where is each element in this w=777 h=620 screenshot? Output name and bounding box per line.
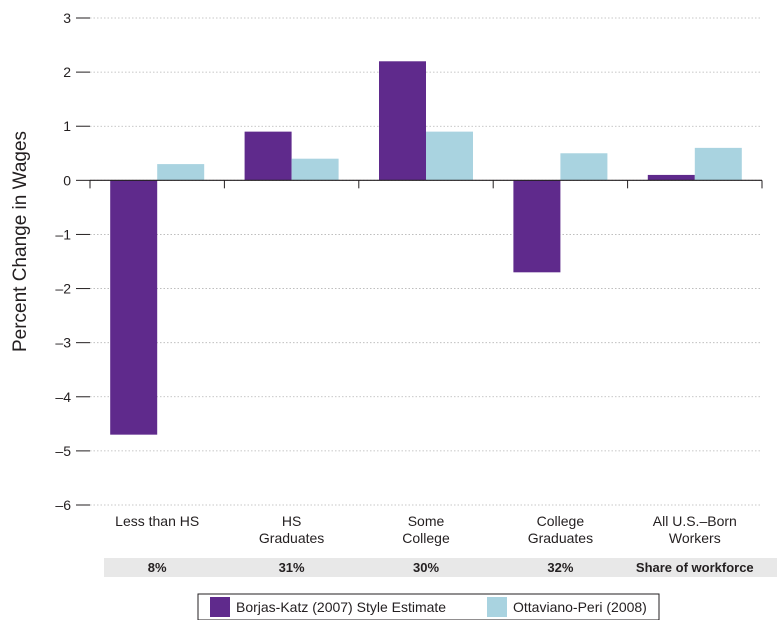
- category-label: Workers: [669, 530, 721, 546]
- bar-borjas-katz: [244, 131, 292, 181]
- legend-box: [197, 593, 660, 620]
- y-tick-label: 1: [63, 118, 71, 134]
- y-tick-label: –2: [55, 281, 71, 297]
- legend-label: Borjas-Katz (2007) Style Estimate: [236, 599, 446, 615]
- legend-swatch: [487, 597, 507, 617]
- y-tick-label: 2: [63, 64, 71, 80]
- y-tick-label: –3: [55, 335, 71, 351]
- category-label: HS: [282, 513, 301, 529]
- bar-ottaviano-peri: [291, 158, 339, 181]
- y-axis: 3 2 1 0 –1 –2 –3 –4 –5 –6: [55, 10, 90, 513]
- legend-swatch: [210, 597, 230, 617]
- y-tick-label: –1: [55, 226, 71, 242]
- y-tick-label: –4: [55, 389, 71, 405]
- bar-ottaviano-peri: [560, 153, 608, 181]
- share-of-workforce-row: 8% 31% 30% 32% Share of workforce: [104, 558, 777, 577]
- category-label: College: [402, 530, 450, 546]
- legend: Borjas-Katz (2007) Style Estimate Ottavia…: [197, 593, 660, 620]
- y-tick-label: 3: [63, 10, 71, 26]
- category-label: Some: [408, 513, 445, 529]
- y-tick-label: 0: [63, 172, 71, 188]
- y-tick-label: –6: [55, 497, 71, 513]
- bar-borjas-katz: [110, 180, 158, 435]
- category-label: Graduates: [528, 530, 593, 546]
- share-value: 30%: [413, 560, 439, 575]
- y-tick-label: –5: [55, 443, 71, 459]
- bars: [110, 61, 742, 435]
- category-label: All U.S.–Born: [653, 513, 737, 529]
- bar-borjas-katz: [513, 180, 561, 273]
- share-value: 32%: [547, 560, 573, 575]
- share-row-label: Share of workforce: [636, 560, 754, 575]
- category-label: Less than HS: [115, 513, 199, 529]
- bar-borjas-katz: [647, 174, 695, 181]
- x-axis: Less than HS HSGraduatesSomeCollegeColleg…: [89, 179, 763, 546]
- share-value: 8%: [148, 560, 167, 575]
- bar-ottaviano-peri: [694, 147, 742, 181]
- legend-label: Ottaviano-Peri (2008): [513, 599, 647, 615]
- bar-ottaviano-peri: [157, 164, 205, 181]
- share-value: 31%: [279, 560, 305, 575]
- bar-ottaviano-peri: [426, 131, 473, 181]
- y-axis-label: Percent Change in Wages: [10, 131, 31, 352]
- category-label: Graduates: [259, 530, 324, 546]
- category-label: College: [537, 513, 585, 529]
- bar-borjas-katz: [379, 61, 426, 181]
- share-row-background: [104, 558, 777, 577]
